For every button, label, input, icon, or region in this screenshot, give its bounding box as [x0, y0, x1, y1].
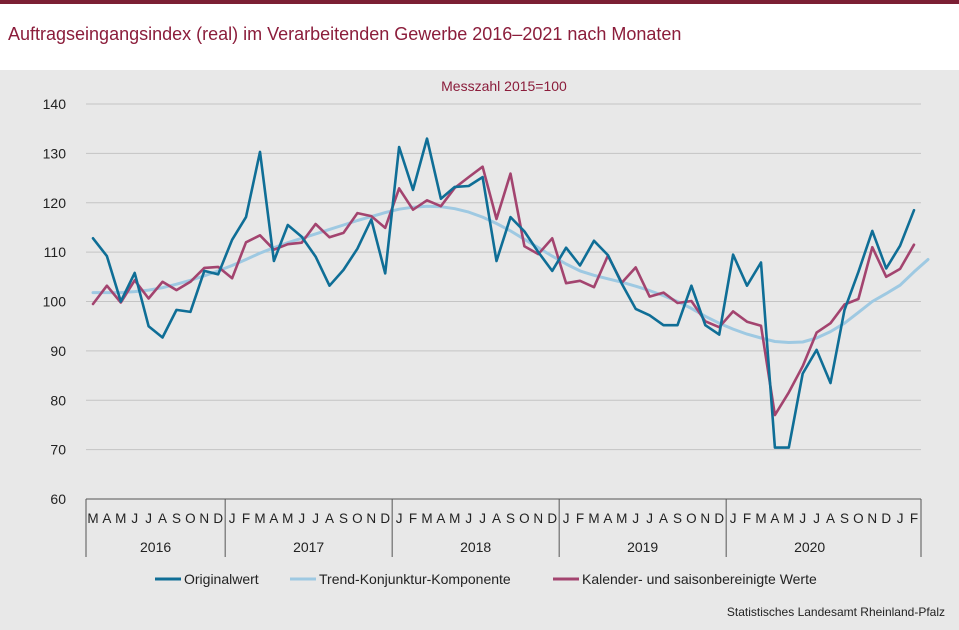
x-month-label: A [770, 511, 779, 526]
legend-item: Kalender- und saisonbereinigte Werte [553, 571, 817, 587]
x-month-label: M [254, 511, 265, 526]
chart-panel [0, 70, 959, 630]
y-tick-label: 70 [50, 442, 66, 458]
x-year-label: 2019 [627, 539, 658, 555]
x-month-label: J [312, 511, 319, 526]
x-month-label: N [700, 511, 710, 526]
x-month-label: F [743, 511, 751, 526]
y-tick-label: 60 [50, 491, 66, 507]
x-month-label: F [576, 511, 584, 526]
x-month-label: J [465, 511, 472, 526]
x-month-label: A [492, 511, 501, 526]
x-month-label: O [686, 511, 697, 526]
x-month-label: F [910, 511, 918, 526]
x-month-label: M [115, 511, 126, 526]
x-month-label: D [213, 511, 223, 526]
x-month-label: J [799, 511, 806, 526]
x-month-label: J [229, 511, 236, 526]
x-month-label: J [396, 511, 403, 526]
x-month-label: J [730, 511, 737, 526]
x-month-label: M [755, 511, 766, 526]
legend-item: Trend-Konjunktur-Komponente [290, 571, 511, 587]
x-month-label: J [646, 511, 653, 526]
x-month-label: J [298, 511, 305, 526]
x-month-label: A [102, 511, 111, 526]
x-month-label: S [339, 511, 348, 526]
x-month-label: J [145, 511, 152, 526]
series-line-1 [91, 204, 930, 344]
x-month-label: D [714, 511, 724, 526]
x-month-label: S [673, 511, 682, 526]
legend-label: Trend-Konjunktur-Komponente [319, 571, 511, 587]
x-month-label: S [172, 511, 181, 526]
x-month-label: A [158, 511, 167, 526]
x-month-label: O [853, 511, 864, 526]
x-month-label: S [506, 511, 515, 526]
page-title: Auftragseingangsindex (real) im Verarbei… [8, 24, 682, 44]
x-month-label: M [449, 511, 460, 526]
top-accent-bar [0, 0, 959, 4]
x-month-label: A [269, 511, 278, 526]
y-tick-label: 80 [50, 392, 66, 408]
x-month-label: J [131, 511, 138, 526]
x-month-label: M [783, 511, 794, 526]
x-month-label: A [826, 511, 835, 526]
x-month-label: O [185, 511, 196, 526]
x-month-label: N [533, 511, 543, 526]
y-tick-label: 100 [43, 294, 67, 310]
y-tick-label: 90 [50, 343, 66, 359]
y-tick-label: 130 [43, 145, 67, 161]
x-year-label: 2018 [460, 539, 491, 555]
y-tick-label: 120 [43, 195, 67, 211]
series-line-0 [91, 137, 916, 449]
x-month-label: J [563, 511, 570, 526]
legend-label: Kalender- und saisonbereinigte Werte [582, 571, 817, 587]
x-month-label: O [352, 511, 363, 526]
x-month-label: D [380, 511, 390, 526]
x-month-label: J [632, 511, 639, 526]
x-month-label: F [409, 511, 417, 526]
x-month-label: A [659, 511, 668, 526]
x-month-label: D [547, 511, 557, 526]
x-month-label: A [325, 511, 334, 526]
x-month-label: M [588, 511, 599, 526]
x-month-label: M [421, 511, 432, 526]
chart-subtitle: Messzahl 2015=100 [441, 78, 567, 94]
x-year-label: 2017 [293, 539, 324, 555]
x-month-label: N [867, 511, 877, 526]
x-month-label: A [603, 511, 612, 526]
x-year-label: 2016 [140, 539, 171, 555]
legend-label: Originalwert [184, 571, 259, 587]
y-tick-label: 140 [43, 96, 67, 112]
x-month-label: N [366, 511, 376, 526]
x-month-label: M [616, 511, 627, 526]
source-note: Statistisches Landesamt Rheinland-Pfalz [726, 605, 945, 619]
x-month-label: M [282, 511, 293, 526]
x-month-label: S [840, 511, 849, 526]
x-month-label: M [87, 511, 98, 526]
x-month-label: A [436, 511, 445, 526]
x-month-label: O [519, 511, 530, 526]
x-month-label: N [199, 511, 209, 526]
legend-item: Originalwert [155, 571, 259, 587]
x-month-label: J [897, 511, 904, 526]
x-month-label: J [479, 511, 486, 526]
x-month-label: F [242, 511, 250, 526]
x-month-label: J [813, 511, 820, 526]
y-tick-label: 110 [44, 244, 67, 260]
x-month-label: D [881, 511, 891, 526]
x-year-label: 2020 [794, 539, 825, 555]
series-line-2 [91, 165, 916, 417]
